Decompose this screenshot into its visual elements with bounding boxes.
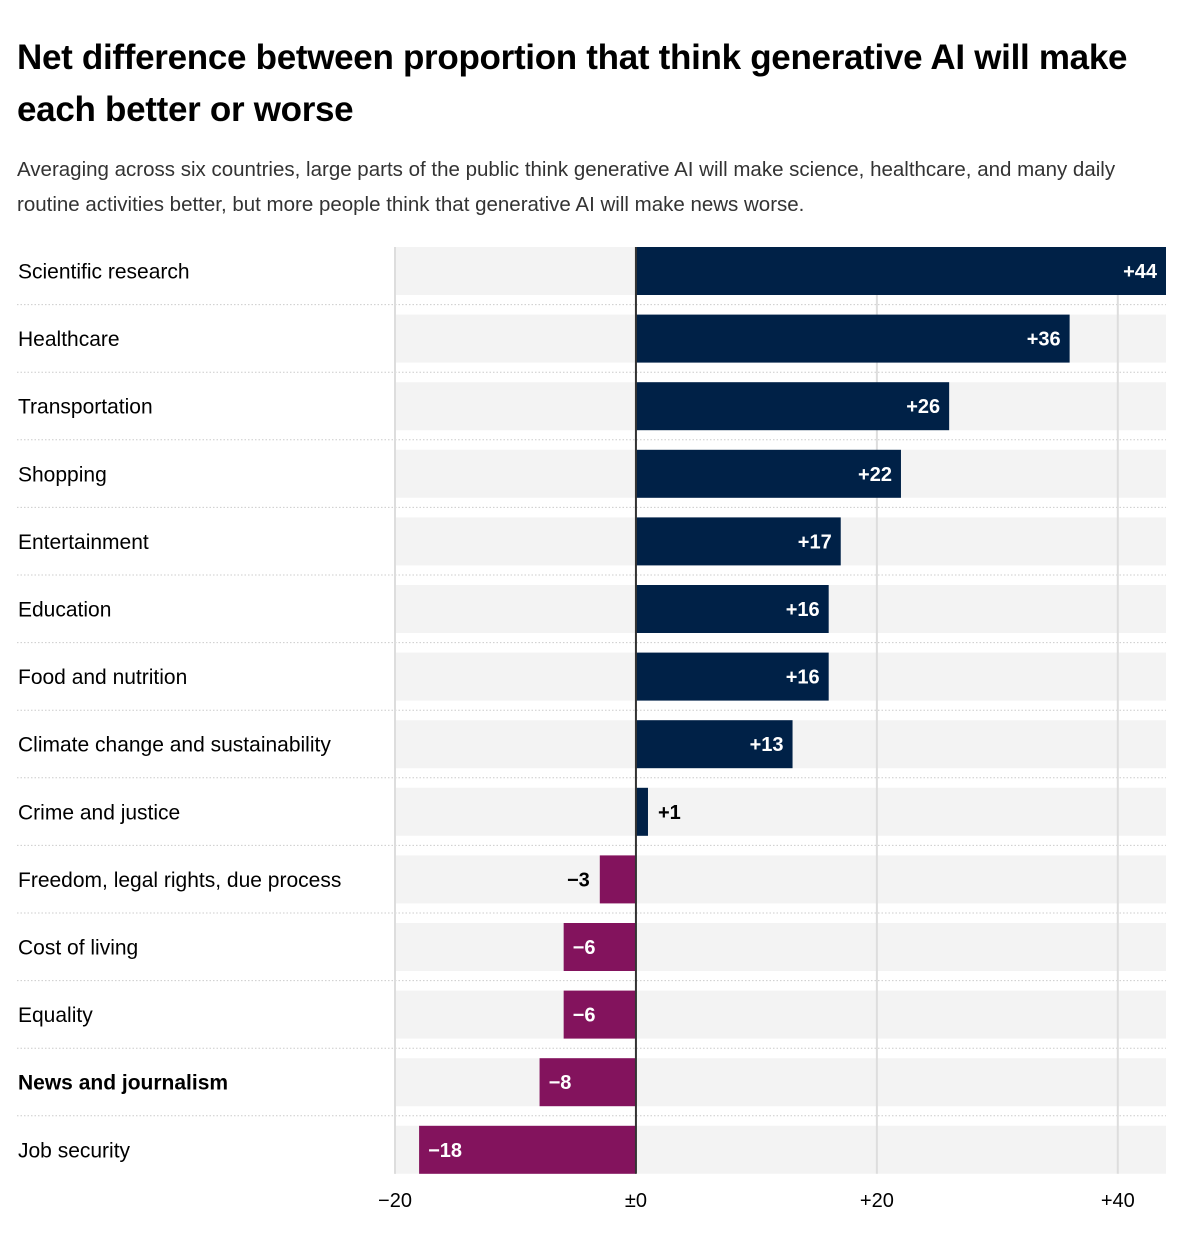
value-label: +44 xyxy=(1123,261,1158,283)
category-label: Transportation xyxy=(18,396,153,419)
bar xyxy=(635,652,829,701)
bar xyxy=(563,923,636,971)
row-background xyxy=(395,855,1166,904)
category-label: Crime and justice xyxy=(18,801,180,824)
bars xyxy=(419,247,1166,1174)
row-background xyxy=(395,787,1166,836)
bar xyxy=(635,585,829,633)
value-label: +36 xyxy=(1027,329,1061,351)
x-tick-label: −20 xyxy=(378,1190,412,1212)
bar xyxy=(635,449,901,498)
category-label: Healthcare xyxy=(18,328,120,351)
chart-title: Net difference between proportion that t… xyxy=(17,38,1128,129)
value-label: −6 xyxy=(573,1005,596,1027)
x-tick-label: ±0 xyxy=(625,1190,647,1212)
bar xyxy=(419,1125,636,1174)
x-tick-label: +40 xyxy=(1101,1190,1135,1212)
bar xyxy=(539,1058,636,1107)
value-label: −3 xyxy=(567,869,590,891)
value-label: −18 xyxy=(428,1140,462,1162)
bar xyxy=(635,787,648,836)
value-label: +16 xyxy=(786,599,820,621)
row-background xyxy=(395,990,1166,1039)
category-label: Shopping xyxy=(18,463,107,486)
bar xyxy=(635,517,841,566)
category-label: Cost of living xyxy=(18,937,138,960)
row-background xyxy=(395,923,1166,971)
row-background xyxy=(395,1058,1166,1107)
bar xyxy=(635,314,1070,363)
category-label: Entertainment xyxy=(18,531,149,554)
value-label: +13 xyxy=(750,734,784,756)
category-label: Scientific research xyxy=(18,261,190,284)
category-label: Equality xyxy=(18,1004,93,1027)
value-label: +17 xyxy=(798,531,832,553)
bar xyxy=(599,855,636,904)
value-label: +16 xyxy=(786,667,820,689)
value-label: +26 xyxy=(906,396,940,418)
bar xyxy=(635,720,793,769)
bar xyxy=(563,990,636,1039)
chart-subtitle: Averaging across six countries, large pa… xyxy=(17,158,1116,216)
value-label: +22 xyxy=(858,464,892,486)
value-label: −8 xyxy=(549,1072,572,1094)
category-label: Education xyxy=(18,599,111,622)
category-label: Freedom, legal rights, due process xyxy=(18,869,341,892)
x-axis-ticks: −20 ±0 +20 +40 xyxy=(378,1190,1135,1212)
bar xyxy=(635,247,1166,295)
x-tick-label: +20 xyxy=(860,1190,894,1212)
category-label: Job security xyxy=(18,1139,131,1162)
bar xyxy=(635,382,950,431)
value-label: +1 xyxy=(658,802,681,824)
value-label: −6 xyxy=(573,937,596,959)
category-label: Climate change and sustainability xyxy=(18,734,331,757)
category-label: News and journalism xyxy=(18,1072,228,1095)
value-labels: +44 +36 +26 +22 +17 +16 +16 +13 +1 −3 −6 −6 −8 −18 xyxy=(428,261,1158,1162)
category-labels: Scientific research Healthcare Transportat… xyxy=(18,261,341,1163)
category-label: Food and nutrition xyxy=(18,666,187,689)
